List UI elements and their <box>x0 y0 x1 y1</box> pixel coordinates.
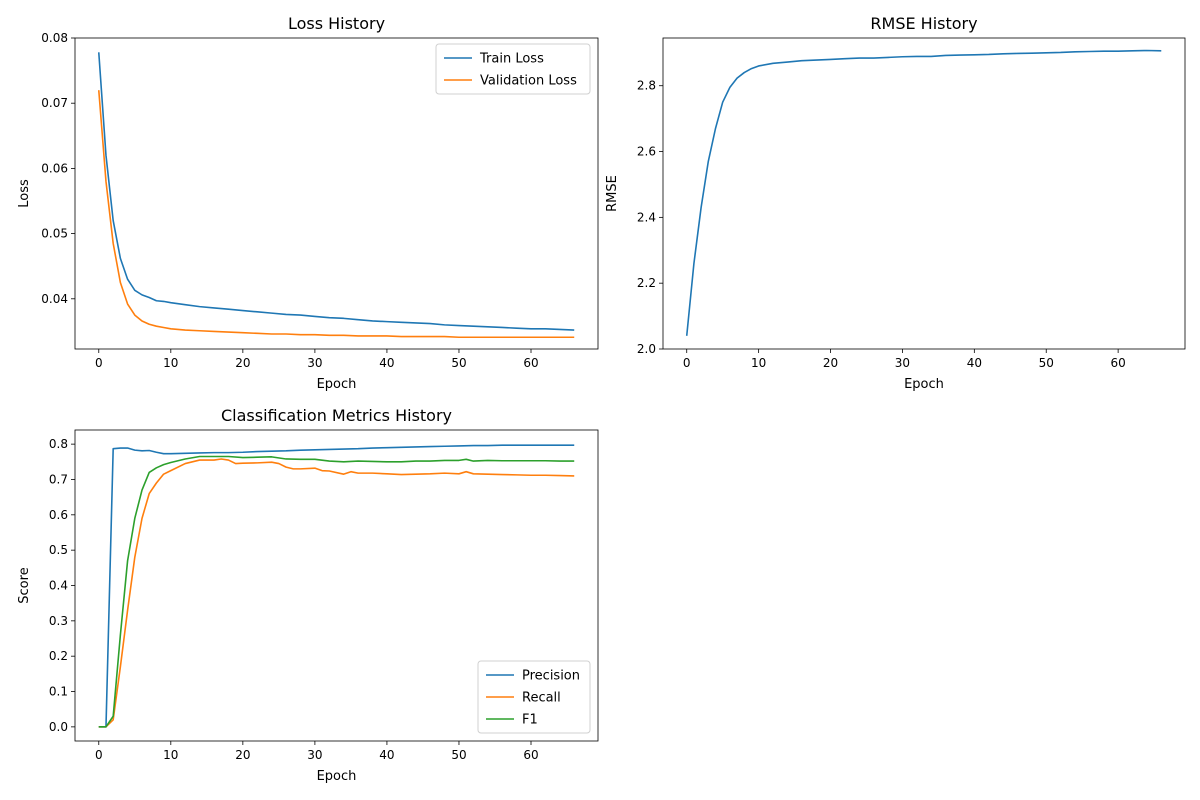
chart-2: RMSE History 0 10 20 30 40 50 60 2.0 2.2 2.4 2.6 2.8… <box>605 14 1186 392</box>
y-tick-label: 2.8 <box>637 79 656 93</box>
y-axis-label: RMSE <box>605 175 620 212</box>
y-tick-label: 0.08 <box>41 31 68 45</box>
chart-title: RMSE History <box>870 14 977 33</box>
y-tick-label: 2.0 <box>637 342 656 356</box>
y-tick-label: 0.0 <box>49 720 68 734</box>
x-tick-label: 60 <box>1110 356 1125 370</box>
series-line-precision <box>98 444 575 728</box>
x-tick-label: 0 <box>95 356 103 370</box>
y-tick-label: 2.4 <box>637 210 656 224</box>
y-tick-label: 0.04 <box>41 292 68 306</box>
series-line-f1 <box>98 455 575 728</box>
x-tick-label: 30 <box>307 356 322 370</box>
x-tick-label: 50 <box>1039 356 1054 370</box>
y-tick-label: 0.1 <box>49 685 68 699</box>
y-axis-label: Loss <box>17 179 32 208</box>
chart-1: Loss History 0 10 20 30 40 50 60 0.04 0.05 0.06 0.0… <box>17 14 599 392</box>
x-tick-label: 50 <box>451 356 466 370</box>
legend-label: F1 <box>522 713 538 728</box>
legend-label: Train Loss <box>479 52 544 67</box>
plot-frame <box>74 37 599 350</box>
series-line-train-loss <box>97 52 575 331</box>
chart-title: Loss History <box>288 14 385 33</box>
y-tick-label: 0.06 <box>41 161 68 175</box>
y-tick-label: 0.05 <box>41 227 68 241</box>
x-tick-label: 20 <box>235 356 250 370</box>
x-tick-label: 30 <box>895 356 910 370</box>
x-tick-label: 60 <box>523 356 538 370</box>
series-line-rmse <box>685 49 1162 336</box>
chart-3: Classification Metrics History 0 10 20 30 40 5… <box>17 406 599 784</box>
legend-label: Precision <box>522 669 580 684</box>
y-tick-label: 0.7 <box>49 472 68 486</box>
x-tick-label: 20 <box>235 748 250 762</box>
x-tick-label: 20 <box>823 356 838 370</box>
y-axis-label: Score <box>17 567 32 603</box>
plot-frame <box>662 37 1186 350</box>
legend: Train Loss Validation Loss <box>435 43 591 95</box>
y-tick-label: 0.3 <box>49 614 68 628</box>
x-tick-label: 0 <box>95 748 103 762</box>
x-tick-label: 10 <box>751 356 766 370</box>
x-tick-label: 40 <box>967 356 982 370</box>
x-tick-label: 0 <box>683 356 691 370</box>
x-axis-label: Epoch <box>317 769 357 784</box>
legend-label: Recall <box>522 691 561 706</box>
plot-frame <box>74 429 599 742</box>
y-tick-label: 0.07 <box>41 96 68 110</box>
y-tick-label: 0.8 <box>49 437 68 451</box>
x-tick-label: 40 <box>379 748 394 762</box>
x-tick-label: 40 <box>379 356 394 370</box>
x-tick-label: 30 <box>307 748 322 762</box>
series-line-recall <box>98 458 575 728</box>
x-tick-label: 10 <box>163 748 178 762</box>
series-line-validation-loss <box>97 90 575 339</box>
x-tick-label: 50 <box>451 748 466 762</box>
legend-box <box>477 660 591 734</box>
y-tick-label: 0.5 <box>49 543 68 557</box>
x-axis-label: Epoch <box>904 377 944 392</box>
y-tick-label: 2.2 <box>637 276 656 290</box>
y-tick-label: 0.2 <box>49 649 68 663</box>
legend: Precision Recall F1 <box>477 660 591 734</box>
y-tick-label: 0.6 <box>49 508 68 522</box>
legend-box <box>435 43 591 95</box>
x-tick-label: 10 <box>163 356 178 370</box>
y-tick-label: 2.6 <box>637 145 656 159</box>
y-tick-label: 0.4 <box>49 579 68 593</box>
x-tick-label: 60 <box>523 748 538 762</box>
legend-label: Validation Loss <box>480 74 577 89</box>
x-axis-label: Epoch <box>317 377 357 392</box>
chart-title: Classification Metrics History <box>221 406 452 425</box>
